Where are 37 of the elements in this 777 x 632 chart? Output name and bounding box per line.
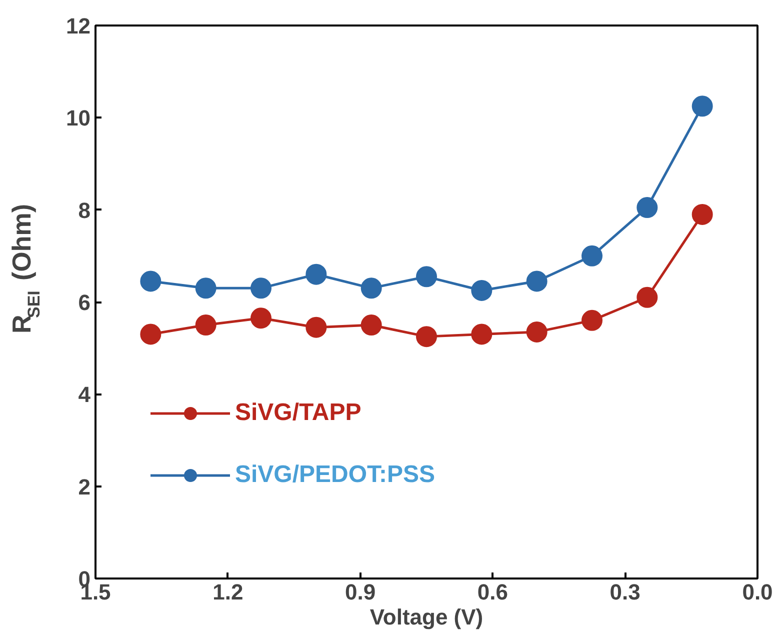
point [471, 324, 492, 345]
y-tick-label: 2 [78, 474, 91, 500]
x-axis-title: Voltage (V) [370, 604, 484, 630]
x-tick-label: 0.3 [610, 580, 640, 604]
point [582, 245, 602, 266]
y-tick-label: 12 [66, 14, 91, 38]
x-tick-label: 0.6 [477, 580, 508, 604]
legend-label: SiVG/TAPP [235, 399, 362, 427]
point [360, 314, 382, 336]
point [692, 96, 713, 117]
x-tick-label: 0.9 [345, 580, 376, 604]
y-tick-label: 6 [78, 290, 91, 315]
point [306, 316, 327, 338]
point [416, 266, 437, 288]
y-axis-title: RSEI (Ohm) [6, 204, 44, 334]
point [306, 264, 327, 285]
point [140, 270, 162, 292]
point [195, 278, 216, 299]
point [636, 197, 658, 218]
point [250, 278, 272, 299]
point [526, 270, 548, 292]
point [140, 324, 162, 345]
point [195, 314, 216, 336]
y-tick-label: 4 [78, 382, 92, 408]
y-tick-label: 10 [66, 106, 91, 131]
point [250, 308, 272, 329]
point [636, 286, 658, 308]
point [360, 278, 382, 299]
point [582, 310, 602, 331]
point [692, 204, 713, 225]
point [416, 326, 437, 348]
x-tick-label: 0.0 [742, 580, 773, 604]
point [526, 321, 548, 342]
x-tick-label: 1.2 [212, 580, 244, 604]
legend-label: SiVG/PEDOT:PSS [235, 461, 436, 489]
point [471, 280, 492, 301]
y-tick-label: 8 [78, 198, 91, 223]
